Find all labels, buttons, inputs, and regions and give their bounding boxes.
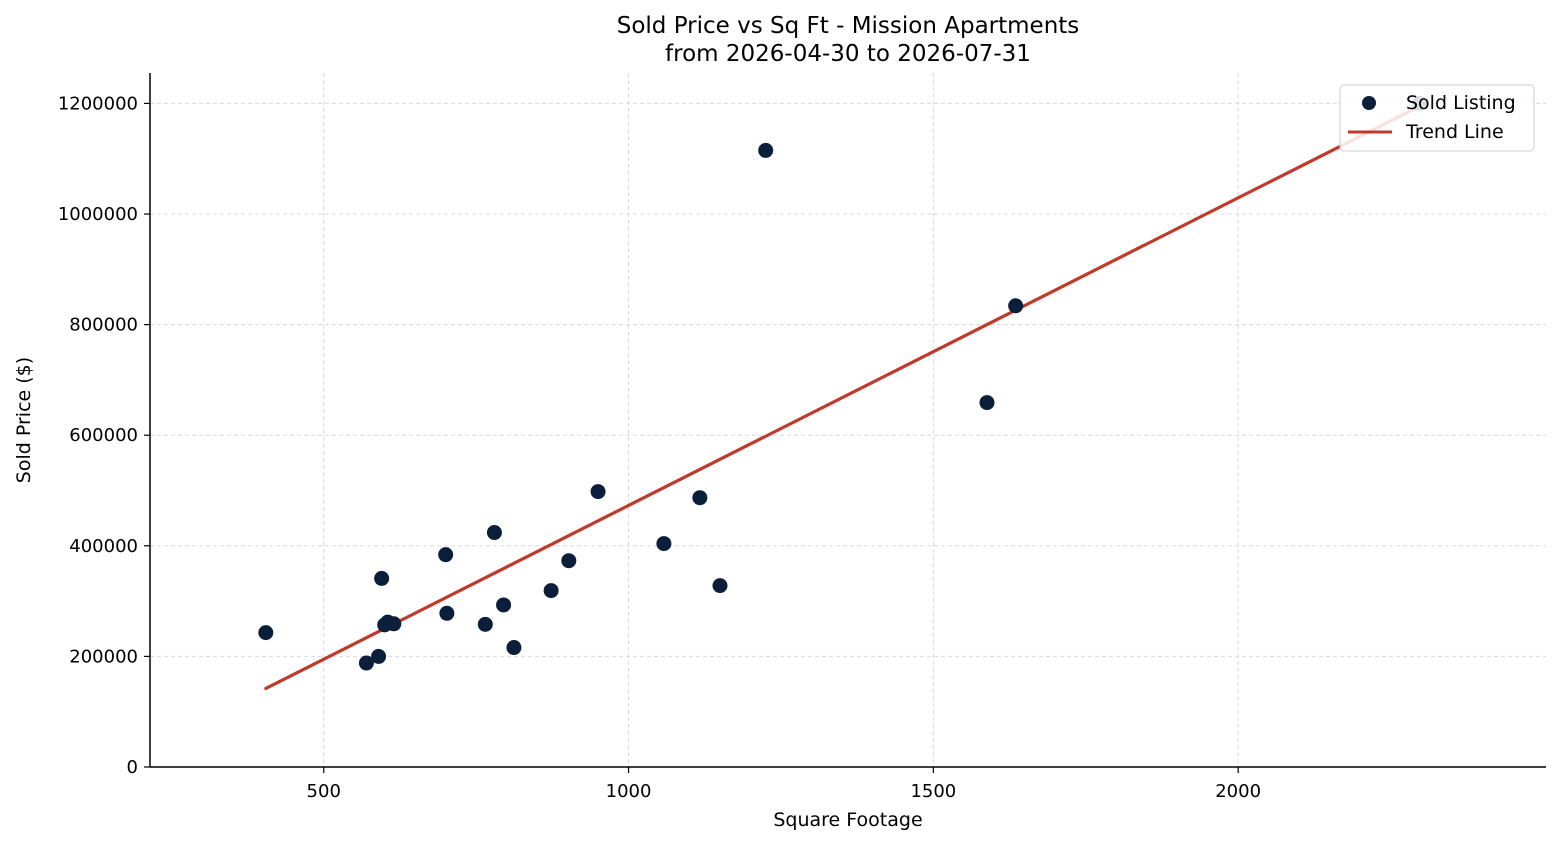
legend-marker-sold-listing bbox=[1362, 96, 1376, 110]
legend-label-sold-listing: Sold Listing bbox=[1406, 92, 1516, 114]
y-tick-label: 800000 bbox=[69, 315, 138, 336]
data-point bbox=[358, 655, 374, 671]
data-point bbox=[758, 142, 774, 158]
x-tick-label: 2000 bbox=[1215, 781, 1261, 802]
trend-line bbox=[264, 104, 1422, 691]
axes bbox=[149, 73, 1546, 768]
data-point bbox=[477, 616, 493, 632]
data-point bbox=[258, 625, 274, 641]
x-tick-label: 500 bbox=[307, 781, 341, 802]
data-point bbox=[438, 547, 454, 563]
data-point bbox=[979, 395, 995, 411]
chart-subtitle: from 2026-04-30 to 2026-07-31 bbox=[665, 41, 1031, 67]
y-tick-label: 200000 bbox=[69, 646, 138, 667]
y-ticks: 0 200000 400000 600000 800000 1000000 1200000 bbox=[58, 93, 150, 778]
y-tick-label: 1000000 bbox=[58, 204, 138, 225]
data-point bbox=[692, 490, 708, 506]
x-tick-label: 1000 bbox=[606, 781, 652, 802]
trend-line-layer bbox=[264, 104, 1422, 691]
y-tick-label: 600000 bbox=[69, 425, 138, 446]
data-point bbox=[561, 553, 577, 569]
data-point bbox=[486, 525, 502, 541]
data-point bbox=[371, 648, 387, 664]
legend: Sold Listing Trend Line bbox=[1339, 84, 1535, 152]
data-point bbox=[496, 597, 512, 613]
data-point bbox=[712, 578, 728, 594]
y-axis-label: Sold Price ($) bbox=[13, 357, 35, 483]
data-point bbox=[543, 583, 559, 599]
legend-box bbox=[1339, 84, 1535, 152]
data-point bbox=[1008, 298, 1024, 314]
points-layer bbox=[258, 95, 1428, 671]
data-point bbox=[590, 484, 606, 500]
data-point bbox=[386, 616, 402, 632]
x-axis-label: Square Footage bbox=[773, 809, 922, 831]
data-point bbox=[374, 570, 390, 586]
chart-title: Sold Price vs Sq Ft - Mission Apartments bbox=[617, 13, 1080, 39]
legend-label-trend-line: Trend Line bbox=[1405, 121, 1504, 143]
x-ticks: 500 1000 1500 2000 bbox=[307, 767, 1261, 802]
data-point bbox=[656, 536, 672, 552]
y-tick-label: 0 bbox=[127, 757, 138, 778]
y-tick-label: 400000 bbox=[69, 536, 138, 557]
data-point bbox=[439, 605, 455, 621]
data-point bbox=[506, 640, 522, 656]
x-tick-label: 1500 bbox=[910, 781, 956, 802]
y-tick-label: 1200000 bbox=[58, 93, 138, 114]
